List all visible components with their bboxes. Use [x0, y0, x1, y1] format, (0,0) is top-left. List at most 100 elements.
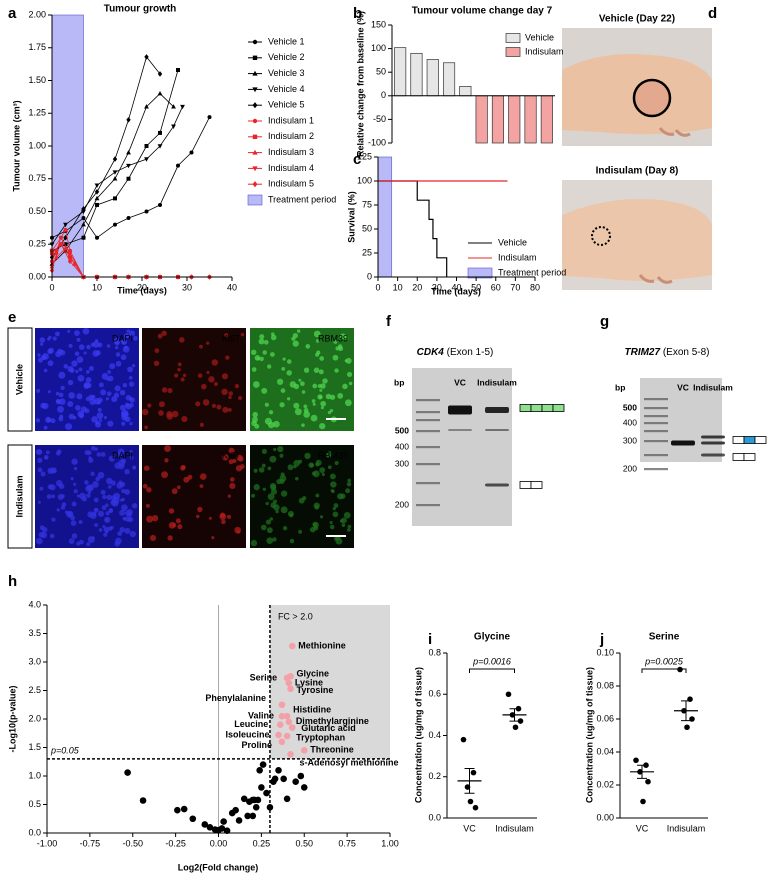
panel-label: f	[386, 313, 392, 330]
y-tick-label: 1.75	[28, 42, 46, 52]
cell	[82, 327, 90, 335]
bar	[475, 95, 488, 144]
cell	[329, 473, 336, 480]
cell	[65, 423, 73, 431]
data-point	[81, 235, 86, 240]
y-tick-label: 0.00	[28, 271, 46, 281]
cell	[88, 490, 92, 494]
cell	[85, 369, 90, 374]
cell	[262, 487, 266, 491]
cell	[277, 446, 284, 453]
cell	[90, 445, 96, 451]
panel-label: j	[599, 631, 604, 648]
data-point	[113, 196, 117, 201]
x-tick-label: 40	[227, 282, 237, 292]
point-label: Threonine	[310, 745, 354, 755]
cell	[171, 488, 178, 495]
y-tick-label: 4.0	[28, 599, 41, 609]
y-axis-label: Relative change from baseline (%)	[355, 11, 365, 157]
cell	[111, 499, 119, 507]
cell	[250, 539, 258, 547]
legend-marker	[252, 134, 258, 139]
y-tick-label: 1.0	[28, 770, 41, 780]
cell	[98, 418, 102, 422]
data-point	[470, 769, 477, 776]
data-point	[278, 701, 286, 709]
y-tick-label: 0.2	[428, 771, 441, 781]
cell	[261, 387, 268, 394]
bar	[459, 86, 472, 97]
data-point	[280, 775, 287, 783]
cell	[265, 501, 269, 506]
gel-band	[701, 441, 725, 445]
x-tick-label: -1.00	[37, 838, 58, 848]
cell	[73, 489, 78, 494]
cell	[309, 463, 314, 468]
ladder-band	[416, 463, 440, 466]
cell	[177, 362, 182, 367]
cell	[254, 355, 261, 361]
cell	[171, 410, 179, 418]
data-point	[94, 183, 100, 188]
data-point	[207, 115, 212, 120]
y-tick-label: 1.50	[28, 75, 46, 85]
cell	[319, 467, 326, 474]
cell	[318, 369, 324, 375]
size-marker: 400	[623, 417, 637, 427]
cell	[76, 393, 83, 400]
cell	[113, 337, 121, 345]
cell	[344, 399, 352, 407]
cell	[122, 382, 128, 388]
data-point	[252, 804, 260, 811]
cell	[239, 464, 245, 469]
data-point	[174, 806, 181, 814]
cell	[262, 350, 267, 355]
cell	[70, 477, 74, 481]
cell	[295, 476, 299, 481]
cell	[36, 388, 41, 393]
data-point	[63, 227, 68, 232]
cell	[269, 517, 274, 521]
cell	[141, 408, 149, 416]
cell	[48, 335, 52, 340]
cell	[303, 411, 311, 418]
cell	[73, 482, 77, 486]
exon-box	[732, 436, 745, 444]
size-marker: 400	[395, 441, 409, 451]
cell	[296, 329, 301, 333]
cell	[164, 445, 171, 452]
x-axis-label: Time (days)	[431, 286, 481, 296]
cell	[54, 331, 60, 337]
size-marker: 300	[623, 435, 637, 445]
data-point	[157, 91, 163, 96]
cell	[107, 420, 114, 427]
cell	[174, 373, 179, 378]
cell	[92, 481, 99, 488]
cell	[221, 388, 228, 396]
data-point	[271, 775, 279, 783]
legend-label: Indisulam 2	[268, 131, 314, 141]
cell	[51, 517, 56, 522]
data-point	[645, 778, 651, 785]
gel-title: TRIM27 (Exon 5-8)	[624, 347, 709, 358]
legend-label: Vehicle	[498, 237, 527, 247]
cell	[37, 467, 43, 473]
microscopy-image	[142, 328, 246, 431]
cell	[287, 464, 294, 471]
data-point	[94, 189, 100, 195]
cell	[240, 332, 245, 337]
data-point	[464, 784, 471, 790]
cell	[40, 531, 48, 539]
cell	[167, 387, 173, 394]
y-tick-label: 1.00	[28, 140, 46, 150]
cell	[75, 369, 79, 374]
cell	[268, 410, 274, 415]
cell	[168, 508, 175, 514]
cell	[50, 418, 56, 424]
lane-label: Indisulam	[477, 377, 517, 387]
cell	[168, 521, 176, 529]
cell	[68, 392, 76, 399]
point-label: Isoleucine	[226, 729, 270, 739]
x-tick-label: 0	[375, 282, 380, 292]
cell	[125, 403, 132, 410]
